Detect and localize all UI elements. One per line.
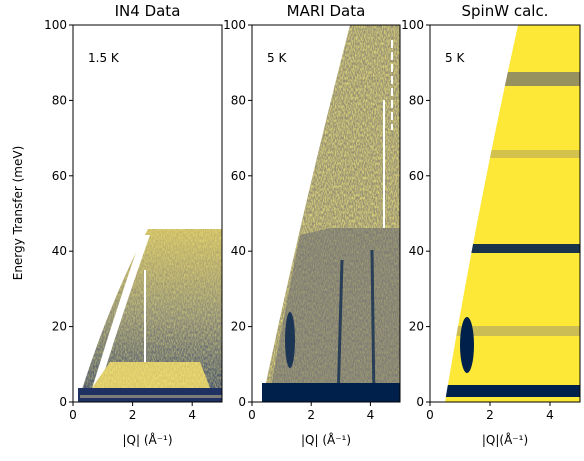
y-tick-label: 80 [231, 93, 246, 107]
y-tick-label: 80 [409, 93, 424, 107]
axes-frame [429, 24, 581, 403]
y-tick-label: 20 [52, 320, 67, 334]
y-tick-label: 100 [44, 18, 67, 32]
y-tick-label: 100 [401, 18, 424, 32]
panel-title: IN4 Data [115, 2, 181, 20]
annotation: 5 K [267, 51, 287, 65]
y-tick-label: 40 [52, 244, 67, 258]
panel-title: MARI Data [287, 2, 366, 20]
heatmap-image [430, 25, 580, 402]
y-tick-label: 60 [231, 169, 246, 183]
y-tick-label: 0 [238, 395, 246, 409]
y-tick-label: 60 [409, 169, 424, 183]
x-tick-label: 2 [307, 408, 315, 422]
x-axis-label: |Q| (Å⁻¹) [122, 432, 172, 447]
y-tick-label: 0 [416, 395, 424, 409]
x-axis-label: |Q|(Å⁻¹) [482, 432, 528, 447]
annotation: 5 K [445, 51, 465, 65]
x-tick-label: 0 [248, 408, 256, 422]
x-tick-label: 4 [546, 408, 554, 422]
y-axis-label: Energy Transfer (meV) [11, 146, 25, 281]
y-tick-label: 80 [52, 93, 67, 107]
y-tick-label: 0 [59, 395, 67, 409]
x-tick-label: 4 [188, 408, 196, 422]
y-tick-label: 60 [52, 169, 67, 183]
heatmap-image [262, 25, 400, 402]
x-axis-label: |Q| (Å⁻¹) [301, 432, 351, 447]
axes-frame [251, 24, 401, 403]
y-tick-label: 20 [409, 320, 424, 334]
x-tick-label: 0 [69, 408, 77, 422]
panel-title: SpinW calc. [462, 2, 549, 20]
y-tick-label: 40 [409, 244, 424, 258]
x-tick-label: 2 [486, 408, 494, 422]
heatmap-image [78, 229, 222, 402]
axes-frame [72, 24, 223, 403]
x-tick-label: 2 [129, 408, 137, 422]
y-tick-label: 100 [223, 18, 246, 32]
x-tick-label: 0 [426, 408, 434, 422]
annotation: 1.5 K [88, 51, 120, 65]
y-tick-label: 20 [231, 320, 246, 334]
y-tick-label: 40 [231, 244, 246, 258]
x-tick-label: 4 [367, 408, 375, 422]
